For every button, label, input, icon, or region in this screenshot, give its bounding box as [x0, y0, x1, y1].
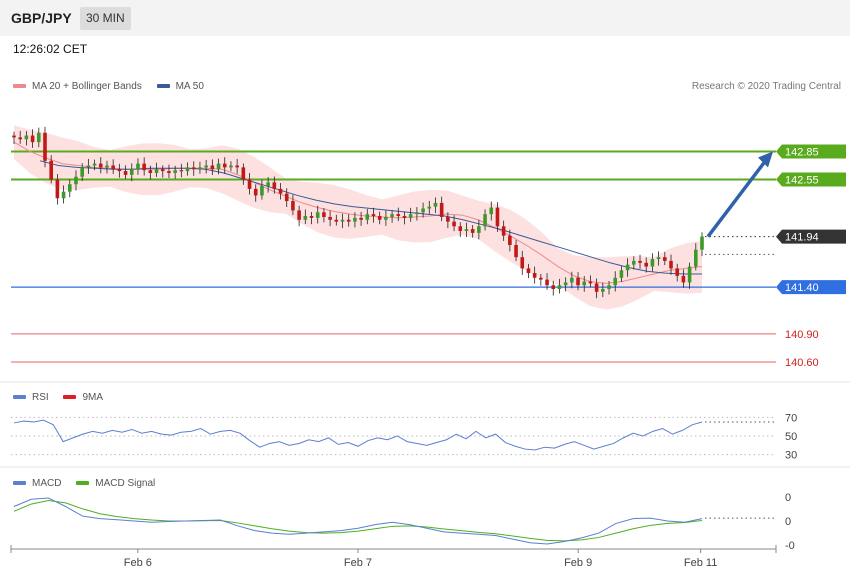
level-label: 141.94: [785, 232, 819, 244]
forecast-arrow: [705, 151, 776, 254]
macd-tick-label: 0: [785, 516, 791, 528]
x-axis: Feb 6 Feb 7 Feb 9 Feb 11: [11, 545, 776, 569]
rsi-panel: 70 50 30: [11, 412, 797, 461]
macd-signal-line: [14, 500, 702, 540]
macd-tick-label: 0: [785, 492, 791, 504]
bollinger-bands: [14, 125, 702, 309]
x-tick-label: Feb 11: [684, 557, 717, 569]
level-label: 140.90: [785, 329, 819, 341]
x-tick-label: Feb 6: [124, 557, 152, 569]
rsi-tick-label: 30: [785, 450, 797, 462]
level-label: 141.40: [785, 282, 819, 294]
rsi-tick-label: 70: [785, 412, 797, 424]
level-label: 142.55: [785, 175, 819, 187]
level-label: 140.60: [785, 357, 819, 369]
arrow-shaft: [708, 161, 765, 236]
level-label: 142.85: [785, 146, 819, 158]
x-tick-label: Feb 7: [344, 557, 372, 569]
bollinger-band-area: [14, 125, 702, 309]
macd-tick-label: -0: [785, 540, 795, 552]
rsi-line: [14, 420, 702, 450]
rsi-tick-label: 50: [785, 431, 797, 443]
macd-panel: 0 0 -0: [14, 492, 795, 552]
x-tick-label: Feb 9: [564, 557, 592, 569]
